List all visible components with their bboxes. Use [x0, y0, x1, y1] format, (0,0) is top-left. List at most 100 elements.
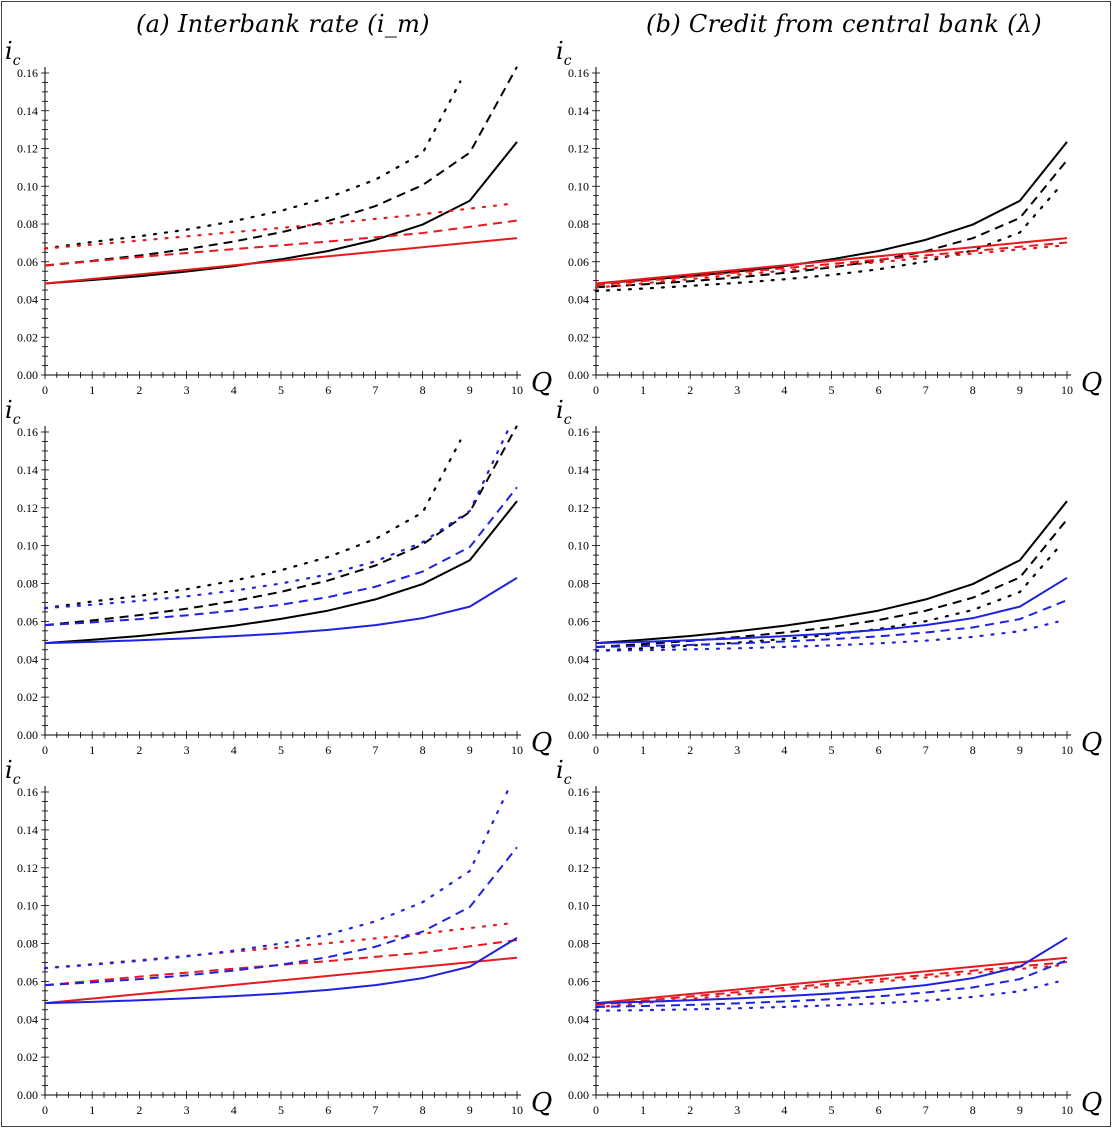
- y-tick-label: 0.10: [17, 179, 38, 193]
- x-tick-label: 10: [1061, 1103, 1073, 1117]
- x-tick-label: 8: [420, 743, 426, 757]
- y-tick-label: 0.16: [17, 425, 38, 439]
- y-axis-label: ic: [5, 37, 21, 69]
- x-tick-label: 10: [1061, 743, 1073, 757]
- series-line-red-dashed: [44, 939, 518, 987]
- x-axis-label: Q: [531, 728, 552, 758]
- y-axis-label: ic: [556, 37, 572, 69]
- series-line-blue-dashed: [44, 846, 518, 987]
- x-tick-label: 9: [1017, 743, 1023, 757]
- x-tick-label: 8: [420, 1103, 426, 1117]
- y-tick-label: 0.02: [568, 330, 589, 344]
- series-line-black-dotted: [43, 80, 462, 250]
- y-tick-label: 0.16: [568, 66, 589, 80]
- y-tick-label: 0.02: [17, 330, 38, 344]
- series-line-red-dashed: [595, 241, 1068, 287]
- x-tick-label: 5: [278, 743, 284, 757]
- y-tick-label: 0.04: [17, 1012, 38, 1026]
- x-tick-label: 9: [1017, 1103, 1023, 1117]
- series-line-black-dashed: [44, 425, 518, 627]
- series-line-red-dotted: [43, 922, 509, 970]
- x-tick-label: 4: [231, 383, 237, 397]
- y-tick-label: 0.06: [568, 614, 589, 628]
- x-tick-label: 0: [593, 1103, 599, 1117]
- x-tick-label: 1: [640, 1103, 646, 1117]
- x-tick-label: 7: [372, 1103, 378, 1117]
- x-tick-label: 2: [136, 743, 142, 757]
- x-tick-label: 10: [511, 383, 523, 397]
- x-tick-label: 10: [1061, 383, 1073, 397]
- y-axis-label: ic: [5, 756, 21, 788]
- y-tick-label: 0.04: [17, 293, 38, 307]
- series-line-red-dotted: [594, 244, 1069, 289]
- x-tick-label: 6: [876, 1103, 882, 1117]
- column-title-b: (b) Credit from central bank (λ): [646, 10, 1042, 38]
- y-tick-label: 0.10: [17, 899, 38, 913]
- series-line-blue-solid: [44, 936, 518, 1005]
- chart-panel-6: 0.00 0.02 0.04 0.06 0.08 0.10 0.12 0.14 0.16 0 1 2 3…: [556, 756, 1102, 1118]
- y-tick-label: 0.02: [568, 1050, 589, 1064]
- y-tick-label: 0.06: [568, 974, 589, 988]
- x-axis-label: Q: [1081, 1088, 1102, 1118]
- chart-panel-3: 0.00 0.02 0.04 0.06 0.08 0.10 0.12 0.14 0.16 0 1 2 3…: [5, 396, 552, 758]
- x-tick-label: 8: [420, 383, 426, 397]
- chart-panel-5: 0.00 0.02 0.04 0.06 0.08 0.10 0.12 0.14 0.16 0 1 2 3…: [5, 756, 552, 1118]
- y-tick-label: 0.10: [568, 899, 589, 913]
- y-tick-label: 0.12: [568, 142, 589, 156]
- series-line-black-solid: [595, 141, 1068, 285]
- series-line-black-dashed: [44, 66, 518, 267]
- y-tick-label: 0.00: [17, 728, 38, 742]
- series-line-red-dashed: [595, 961, 1068, 1007]
- x-tick-label: 4: [781, 383, 787, 397]
- y-tick-label: 0.00: [568, 1088, 589, 1102]
- x-tick-label: 5: [829, 1103, 835, 1117]
- x-tick-label: 3: [734, 743, 740, 757]
- chart-panel-4: 0.00 0.02 0.04 0.06 0.08 0.10 0.12 0.14 0.16 0 1 2 3…: [556, 396, 1102, 758]
- x-tick-label: 7: [923, 743, 929, 757]
- x-tick-label: 1: [89, 383, 95, 397]
- y-tick-label: 0.02: [17, 690, 38, 704]
- y-tick-label: 0.08: [17, 577, 38, 591]
- x-tick-label: 9: [1017, 383, 1023, 397]
- y-tick-label: 0.16: [568, 785, 589, 799]
- series-line-black-solid: [44, 500, 518, 645]
- x-tick-label: 3: [184, 743, 190, 757]
- x-tick-label: 0: [42, 1103, 48, 1117]
- x-tick-label: 5: [829, 383, 835, 397]
- y-tick-label: 0.16: [17, 785, 38, 799]
- x-tick-label: 0: [42, 743, 48, 757]
- y-axis-label: ic: [556, 756, 572, 788]
- x-tick-label: 9: [467, 1103, 473, 1117]
- y-tick-label: 0.00: [568, 368, 589, 382]
- series-line-blue-solid: [595, 576, 1068, 645]
- y-tick-label: 0.06: [17, 614, 38, 628]
- y-tick-label: 0.12: [568, 861, 589, 875]
- series-line-blue-dotted: [594, 620, 1059, 652]
- y-tick-label: 0.12: [568, 501, 589, 515]
- y-tick-label: 0.08: [17, 937, 38, 951]
- x-tick-label: 7: [923, 1103, 929, 1117]
- series-line-blue-dotted: [43, 789, 509, 970]
- x-tick-label: 0: [42, 383, 48, 397]
- y-tick-label: 0.08: [568, 217, 589, 231]
- x-tick-label: 6: [325, 1103, 331, 1117]
- x-tick-label: 7: [923, 383, 929, 397]
- x-tick-label: 4: [231, 1103, 237, 1117]
- y-tick-label: 0.00: [17, 1088, 38, 1102]
- y-tick-label: 0.06: [568, 255, 589, 269]
- y-tick-label: 0.14: [568, 104, 589, 118]
- series-line-blue-dotted: [594, 980, 1059, 1012]
- series-line-red-dashed: [44, 219, 518, 267]
- x-tick-label: 4: [231, 743, 237, 757]
- series-line-black-solid: [44, 141, 518, 285]
- x-tick-label: 9: [467, 743, 473, 757]
- x-axis-label: Q: [1081, 728, 1102, 758]
- y-tick-label: 0.04: [568, 293, 589, 307]
- x-tick-label: 6: [325, 383, 331, 397]
- y-tick-label: 0.02: [568, 690, 589, 704]
- x-tick-label: 8: [970, 743, 976, 757]
- y-tick-label: 0.04: [17, 652, 38, 666]
- y-tick-label: 0.10: [568, 539, 589, 553]
- y-tick-label: 0.16: [17, 66, 38, 80]
